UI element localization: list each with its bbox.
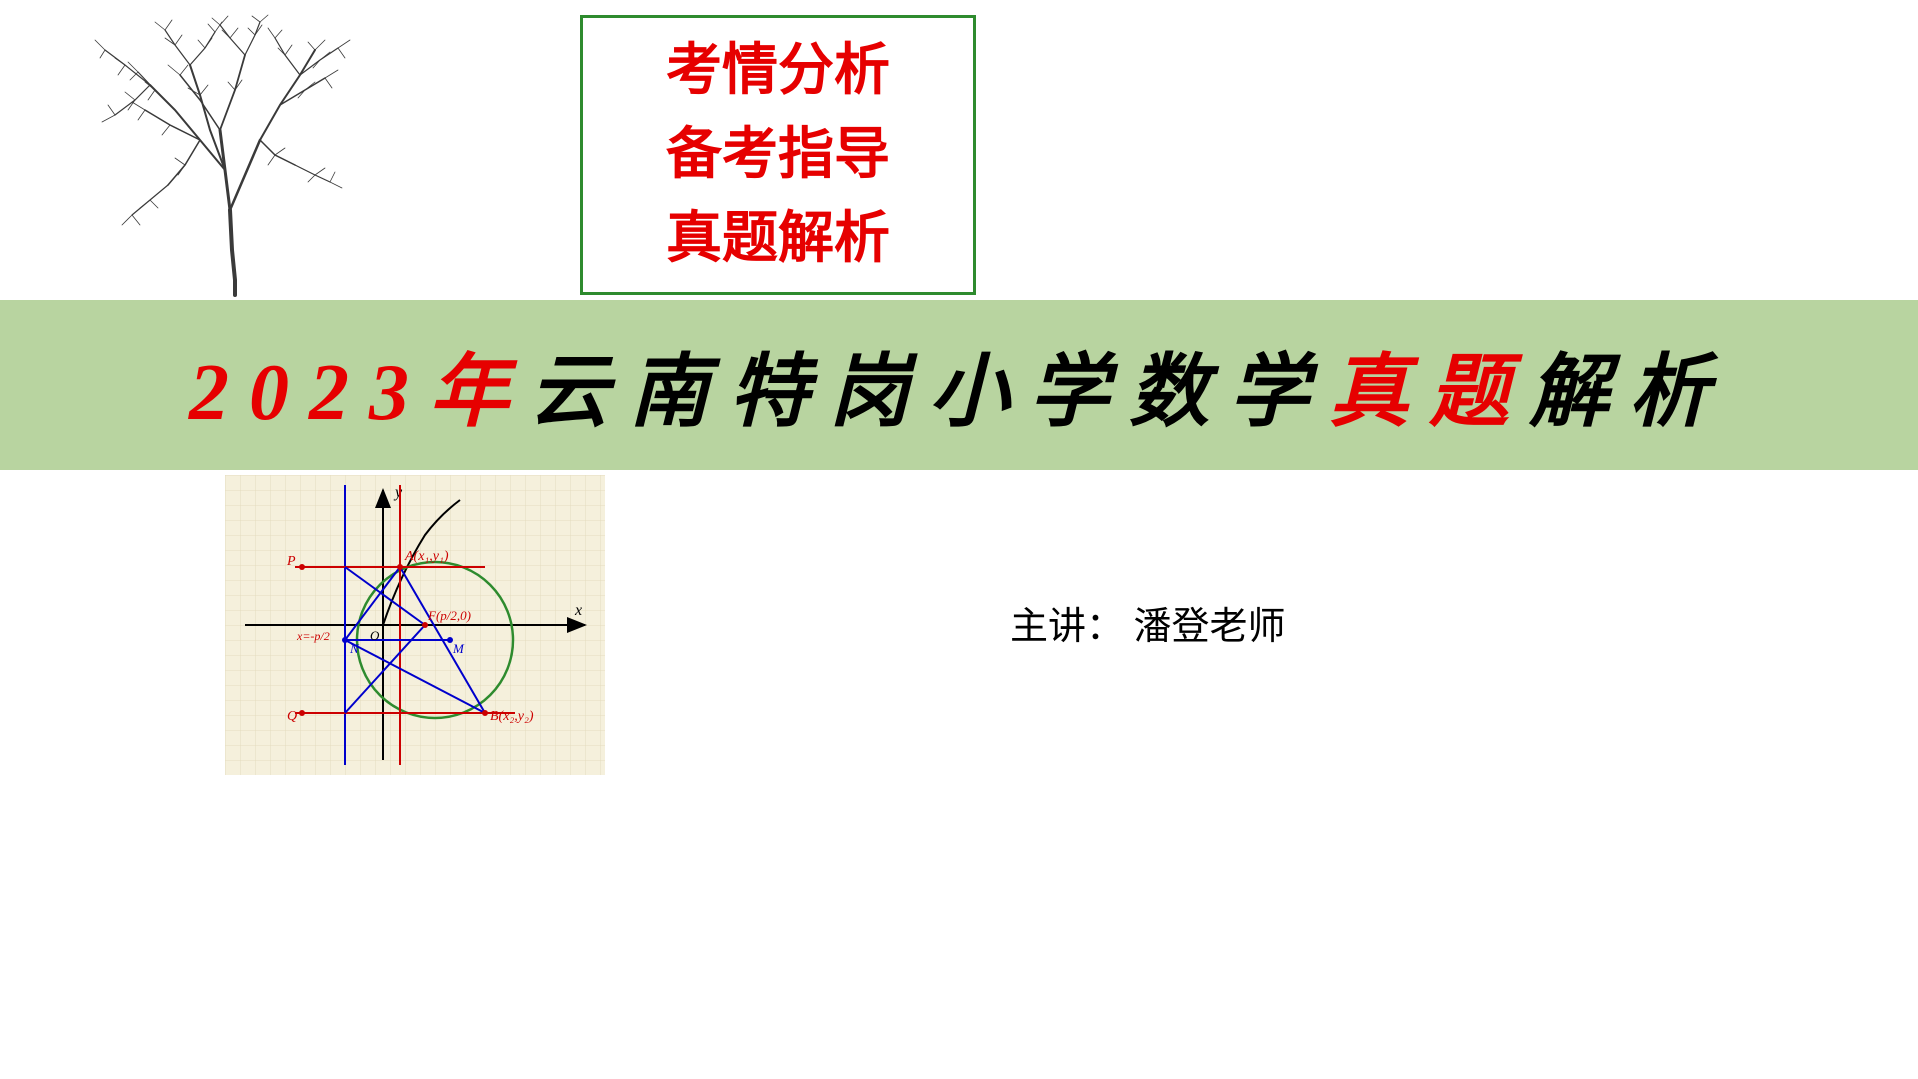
svg-text:M: M — [452, 641, 465, 656]
info-line-2: 备考指导 — [666, 113, 890, 197]
title-band: 2023年云南特岗小学数学真题解析 — [0, 300, 1918, 470]
title-year: 2023年 — [189, 349, 529, 437]
svg-text:x: x — [574, 602, 582, 619]
svg-text:P: P — [286, 554, 296, 569]
svg-text:A(x₁,y₁): A(x₁,y₁) — [404, 549, 449, 564]
tree-illustration — [60, 10, 400, 300]
presenter-name: 潘登老师 — [1134, 606, 1286, 648]
svg-text:B(x₂,y₂): B(x₂,y₂) — [490, 709, 534, 724]
title-text: 2023年云南特岗小学数学真题解析 — [189, 327, 1729, 443]
info-line-1: 考情分析 — [666, 29, 890, 113]
title-highlight: 真题 — [1329, 349, 1529, 437]
info-line-3: 真题解析 — [666, 197, 890, 281]
title-suffix: 解析 — [1529, 349, 1729, 437]
svg-text:O: O — [370, 628, 380, 643]
presenter-label: 主讲： — [1010, 606, 1124, 648]
tree-svg — [60, 10, 400, 300]
title-main: 云南特岗小学数学 — [529, 349, 1329, 437]
info-box: 考情分析 备考指导 真题解析 — [580, 15, 976, 295]
svg-text:N: N — [349, 641, 360, 656]
svg-text:Q: Q — [287, 709, 297, 724]
math-graph: y x A(x₁,y₁) B(x₂,y₂) F(p/2,0) P Q N M O… — [225, 475, 605, 775]
svg-text:y: y — [393, 484, 403, 501]
svg-text:x=-p/2: x=-p/2 — [296, 629, 330, 643]
svg-text:F(p/2,0): F(p/2,0) — [427, 608, 471, 623]
presenter-line: 主讲： 潘登老师 — [1010, 595, 1286, 650]
graph-svg: y x A(x₁,y₁) B(x₂,y₂) F(p/2,0) P Q N M O… — [225, 475, 605, 775]
